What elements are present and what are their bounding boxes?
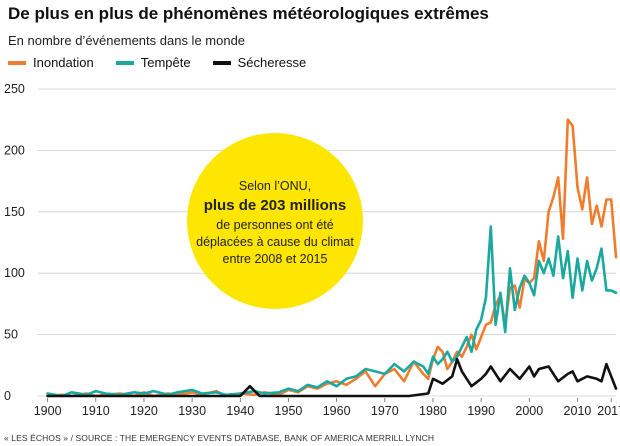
x-tick-label: 1980 xyxy=(419,404,447,418)
x-tick-label: 1970 xyxy=(371,404,399,418)
y-tick-label: 100 xyxy=(4,266,25,280)
y-axis-ticks: 0 50 100 150 200 250 xyxy=(4,82,25,403)
x-tick-label: 2010 xyxy=(564,404,592,418)
y-tick-label: 150 xyxy=(4,205,25,219)
x-tick-label: 1940 xyxy=(226,404,254,418)
y-tick-label: 200 xyxy=(4,143,25,157)
x-tick-label: 1910 xyxy=(82,404,110,418)
callout-line-2: plus de 203 millions xyxy=(204,197,347,214)
legend: Inondation Tempête Sécheresse xyxy=(8,55,328,70)
series-line-sécheresse xyxy=(46,357,618,398)
x-tick-label: 1960 xyxy=(323,404,351,418)
series-line-inondation xyxy=(46,118,618,398)
x-axis-ticks: 1900 1910 1920 1930 1940 1950 1960 1970 1980 1990… xyxy=(34,398,620,418)
chart-title: De plus en plus de phénomènes météorolog… xyxy=(8,4,489,23)
x-tick-label: 1900 xyxy=(34,404,62,418)
legend-swatch-tempete xyxy=(115,60,134,65)
callout-line-5: entre 2008 et 2015 xyxy=(223,252,328,266)
callout-line-3: de personnes ont été xyxy=(216,218,333,232)
legend-item-secheresse: Sécheresse xyxy=(212,55,307,70)
y-tick-label: 250 xyxy=(4,82,25,96)
x-tick-label: 1930 xyxy=(178,404,206,418)
series-lines xyxy=(46,118,618,398)
legend-label-tempete: Tempête xyxy=(140,55,191,70)
callout-line-1: Selon l’ONU, xyxy=(239,179,311,193)
y-tick-label: 50 xyxy=(4,328,18,342)
x-tick-label: 1950 xyxy=(275,404,303,418)
legend-swatch-secheresse xyxy=(212,60,231,65)
x-tick-label: 1920 xyxy=(130,404,158,418)
x-tick-label: 2000 xyxy=(515,404,543,418)
legend-item-tempete: Tempête xyxy=(115,55,191,70)
source-note: « LES ÉCHOS » / SOURCE : THE EMERGENCY E… xyxy=(4,433,435,443)
x-tick-label: 2017 xyxy=(597,404,620,418)
legend-label-inondation: Inondation xyxy=(33,55,94,70)
legend-swatch-inondation xyxy=(8,60,26,65)
legend-label-secheresse: Sécheresse xyxy=(237,55,307,70)
callout-circle xyxy=(187,133,363,309)
series-line-tempête xyxy=(46,225,618,398)
chart-subtitle: En nombre d’événements dans le monde xyxy=(8,33,246,48)
callout: Selon l’ONU, plus de 203 millions de per… xyxy=(187,133,363,309)
y-tick-label: 0 xyxy=(4,389,11,403)
callout-line-4: déplacées à cause du climat xyxy=(196,235,354,249)
x-tick-label: 1990 xyxy=(467,404,495,418)
legend-item-inondation: Inondation xyxy=(8,55,94,70)
